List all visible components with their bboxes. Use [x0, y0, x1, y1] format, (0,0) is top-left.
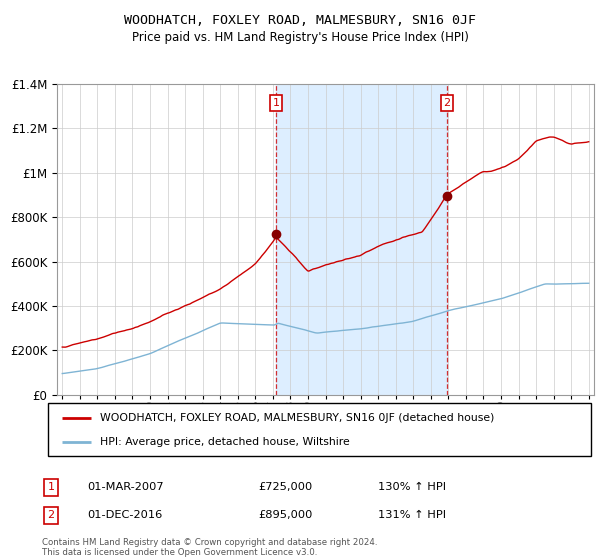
Text: 131% ↑ HPI: 131% ↑ HPI [378, 510, 446, 520]
Text: 130% ↑ HPI: 130% ↑ HPI [378, 482, 446, 492]
Text: WOODHATCH, FOXLEY ROAD, MALMESBURY, SN16 0JF (detached house): WOODHATCH, FOXLEY ROAD, MALMESBURY, SN16… [100, 413, 494, 423]
Text: Contains HM Land Registry data © Crown copyright and database right 2024.
This d: Contains HM Land Registry data © Crown c… [42, 538, 377, 557]
Bar [276, 84, 447, 395]
Text: 2: 2 [443, 98, 451, 108]
Text: Price paid vs. HM Land Registry's House Price Index (HPI): Price paid vs. HM Land Registry's House … [131, 31, 469, 44]
Text: 1: 1 [272, 98, 280, 108]
Text: WOODHATCH, FOXLEY ROAD, MALMESBURY, SN16 0JF: WOODHATCH, FOXLEY ROAD, MALMESBURY, SN16… [124, 14, 476, 27]
Text: 01-DEC-2016: 01-DEC-2016 [87, 510, 162, 520]
FancyBboxPatch shape [48, 403, 591, 456]
Text: £725,000: £725,000 [258, 482, 312, 492]
Text: 1: 1 [47, 482, 55, 492]
Text: 2: 2 [47, 510, 55, 520]
Text: £895,000: £895,000 [258, 510, 313, 520]
Text: HPI: Average price, detached house, Wiltshire: HPI: Average price, detached house, Wilt… [100, 437, 349, 447]
Text: 01-MAR-2007: 01-MAR-2007 [87, 482, 164, 492]
